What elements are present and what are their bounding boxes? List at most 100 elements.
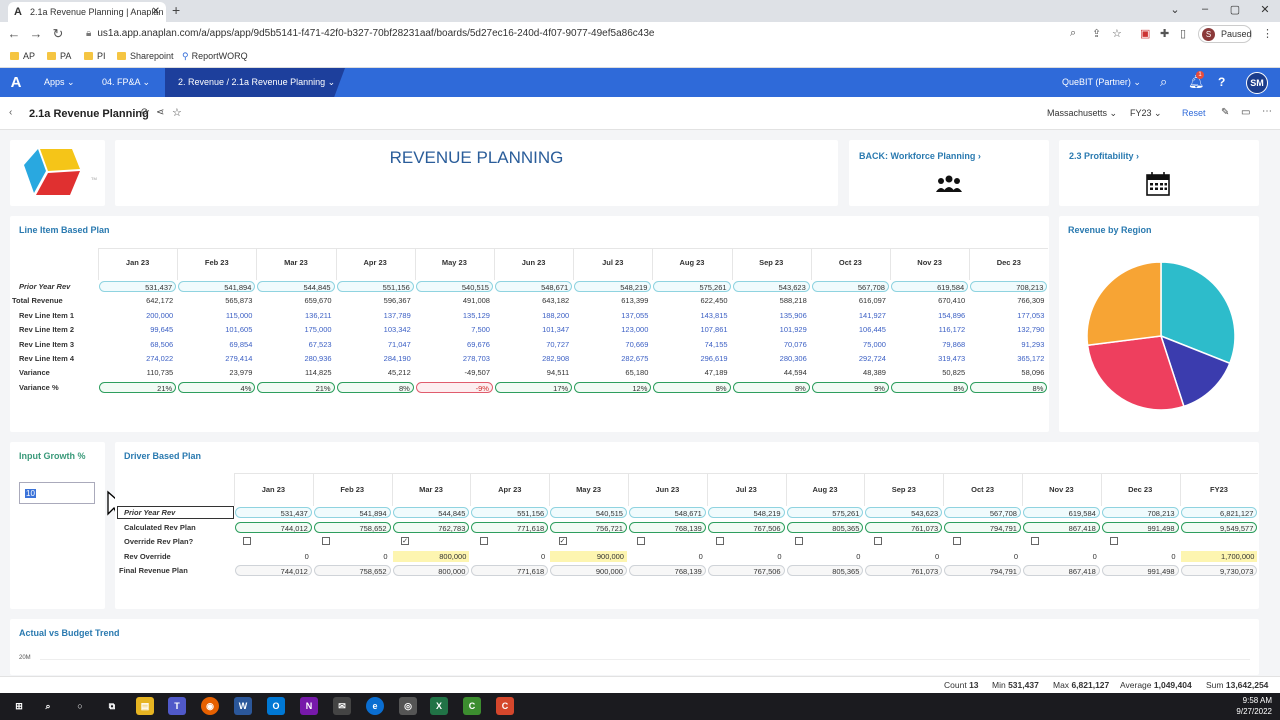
grid-cell[interactable]: 0	[541, 551, 546, 561]
grid-cell[interactable]: 991,498	[1101, 565, 1179, 577]
extensions-puzzle-icon[interactable]: ✚	[1160, 28, 1170, 40]
firefox-icon[interactable]: ◉	[201, 697, 219, 715]
override-checkbox[interactable]	[1110, 537, 1119, 546]
side-panel-icon[interactable]: ▯	[1180, 28, 1187, 40]
grid-cell[interactable]: 767,506	[707, 521, 785, 533]
grid-cell[interactable]: 175,000	[304, 325, 332, 335]
region-selector[interactable]: Massachusetts ⌄	[1047, 108, 1118, 118]
recorder-icon[interactable]: C	[496, 697, 514, 715]
back-chevron-icon[interactable]: ‹	[9, 107, 13, 118]
zoom-icon[interactable]: ⌕	[1070, 27, 1077, 39]
grid-cell[interactable]: 758,652	[313, 565, 391, 577]
close-window-icon[interactable]: ✕	[1260, 4, 1270, 16]
user-avatar[interactable]: SM	[1246, 72, 1268, 94]
forward-icon[interactable]: →	[29, 26, 43, 41]
grid-cell[interactable]: 274,022	[146, 354, 174, 363]
grid-cell[interactable]: 766,309	[1017, 296, 1045, 306]
windows-start-icon[interactable]: ⊞	[15, 701, 23, 711]
profitability-link[interactable]: 2.3 Profitability ›	[1069, 151, 1140, 161]
grid-cell[interactable]: 8%	[732, 381, 810, 393]
grid-cell[interactable]: 768,139	[629, 521, 706, 533]
override-checkbox[interactable]	[795, 537, 803, 546]
grid-cell[interactable]: 68,506	[150, 339, 174, 349]
grid-cell[interactable]: 0	[1092, 551, 1097, 561]
reset-button[interactable]: Reset	[1182, 108, 1206, 118]
grid-cell[interactable]: 137,055	[621, 310, 649, 320]
grid-cell[interactable]: 6,821,127	[1180, 507, 1258, 518]
pie-slice[interactable]	[1160, 261, 1236, 365]
grid-cell[interactable]: 708,213	[970, 281, 1048, 292]
grid-cell[interactable]: 7,500	[471, 325, 490, 335]
grid-cell[interactable]: 99,645	[150, 325, 174, 335]
cortana-icon[interactable]: ○	[77, 701, 83, 711]
close-tab-icon[interactable]: ✕	[151, 6, 160, 17]
grid-cell[interactable]: 101,347	[542, 325, 570, 335]
grid-cell[interactable]: 114,825	[305, 368, 332, 378]
grid-cell[interactable]: 75,000	[863, 339, 886, 349]
search-icon[interactable]: ⌕	[1160, 74, 1168, 89]
share-icon[interactable]: ⋖	[156, 107, 165, 118]
grid-cell[interactable]: 91,293	[1021, 339, 1045, 349]
share-icon[interactable]: ⇪	[1092, 28, 1102, 40]
grid-cell[interactable]: 292,724	[858, 354, 886, 363]
reload-icon[interactable]: ↻	[52, 26, 64, 41]
grid-cell[interactable]: 107,861	[700, 325, 728, 335]
onenote-icon[interactable]: N	[300, 697, 318, 715]
grid-cell[interactable]: 136,211	[305, 310, 332, 320]
grid-cell[interactable]: 771,618	[471, 565, 549, 577]
grid-cell[interactable]: 177,053	[1017, 310, 1045, 320]
grid-cell[interactable]: 45,212	[387, 368, 411, 378]
grid-cell[interactable]: 768,139	[629, 565, 706, 577]
grid-cell[interactable]: 619,584	[891, 281, 969, 292]
grid-cell[interactable]: 0	[856, 551, 861, 561]
grid-cell[interactable]: 132,790	[1017, 325, 1045, 335]
grid-cell[interactable]: 548,219	[707, 507, 785, 518]
file-explorer-icon[interactable]: ▤	[136, 697, 154, 715]
grid-cell[interactable]: 744,012	[235, 565, 312, 577]
grid-cell[interactable]: 284,190	[383, 354, 411, 363]
grid-cell[interactable]: -49,507	[464, 368, 490, 378]
grid-cell[interactable]: 767,506	[707, 565, 785, 577]
grid-cell[interactable]: 79,868	[942, 339, 966, 349]
grid-cell[interactable]: 116,172	[938, 325, 966, 335]
mail-icon[interactable]: ✉	[333, 697, 351, 715]
grid-cell[interactable]: 794,791	[944, 521, 1021, 533]
override-checkbox[interactable]	[243, 537, 252, 546]
edge-icon[interactable]: e	[366, 697, 384, 715]
camtasia-icon[interactable]: C	[463, 697, 481, 715]
grid-cell[interactable]: 101,605	[225, 325, 253, 335]
grid-cell[interactable]: 670,410	[938, 296, 966, 306]
override-checkbox[interactable]: ✓	[401, 537, 409, 546]
grid-cell[interactable]: 613,399	[621, 296, 649, 306]
grid-cell[interactable]: 44,594	[783, 368, 807, 378]
minimize-icon[interactable]: –	[1201, 3, 1209, 15]
grid-cell[interactable]: 543,623	[865, 507, 943, 518]
grid-cell[interactable]: 0	[777, 551, 782, 561]
override-checkbox[interactable]: ✓	[558, 537, 567, 546]
grid-cell[interactable]: 543,623	[732, 281, 810, 292]
teams-icon[interactable]: T	[168, 697, 186, 715]
grid-cell[interactable]: 540,515	[550, 507, 627, 518]
grid-cell[interactable]: 643,182	[542, 296, 570, 306]
grid-cell[interactable]: 278,703	[462, 354, 490, 363]
model-menu[interactable]: 04. FP&A ⌄	[102, 77, 151, 87]
grid-cell[interactable]: 135,906	[779, 310, 807, 320]
menu-kebab-icon[interactable]: ⋮	[1262, 28, 1273, 40]
grid-cell[interactable]: 9%	[811, 381, 889, 393]
grid-cell[interactable]: 101,929	[779, 325, 807, 335]
grid-cell[interactable]: 540,515	[415, 281, 493, 292]
grid-cell[interactable]: 575,261	[786, 507, 864, 518]
grid-cell[interactable]: 531,437	[235, 507, 312, 518]
grid-cell[interactable]: 8%	[891, 381, 969, 393]
grid-cell[interactable]: 8%	[336, 381, 414, 393]
grid-cell[interactable]: 0	[304, 551, 309, 561]
revenue-pie-chart[interactable]	[1081, 256, 1241, 416]
grid-cell[interactable]: 805,365	[786, 521, 864, 533]
grid-cell[interactable]: 758,652	[313, 521, 391, 533]
grid-cell[interactable]: 279,414	[225, 354, 253, 363]
grid-cell[interactable]: 69,676	[467, 339, 490, 349]
grid-cell[interactable]: 8%	[970, 381, 1048, 393]
override-checkbox[interactable]	[1031, 537, 1040, 546]
override-checkbox[interactable]	[952, 537, 961, 546]
grid-cell[interactable]: 47,189	[704, 368, 728, 378]
